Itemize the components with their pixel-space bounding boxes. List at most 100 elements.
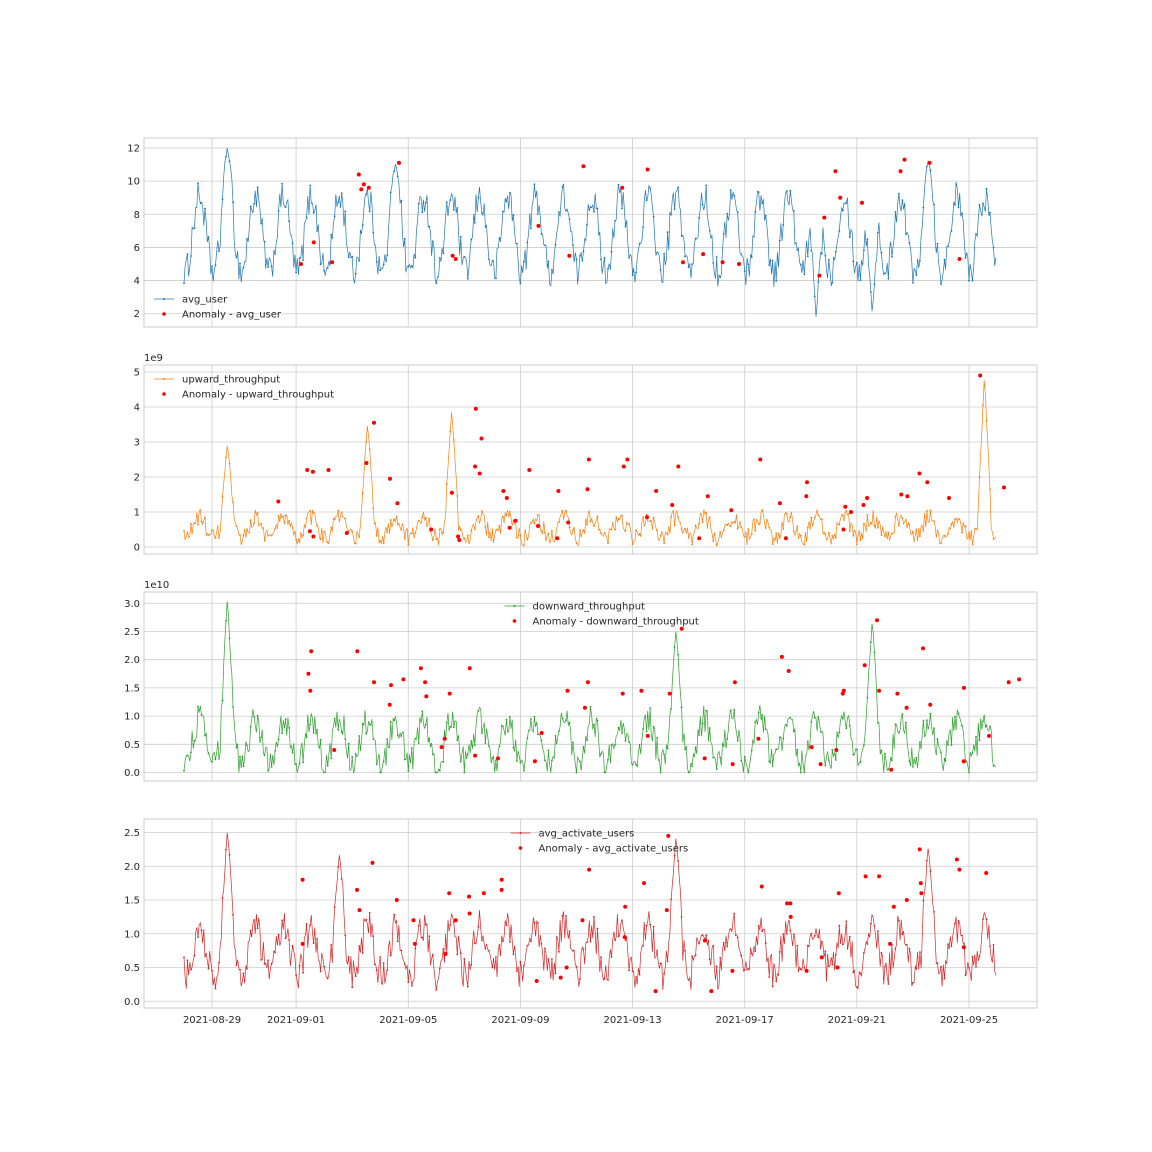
series-marker xyxy=(733,521,736,523)
anomaly-point xyxy=(902,157,907,162)
series-marker xyxy=(701,203,704,206)
series-marker xyxy=(582,250,585,253)
series-marker xyxy=(701,722,704,725)
series-marker xyxy=(775,980,778,983)
y-tick-label: 1.0 xyxy=(124,929,140,940)
series-marker xyxy=(635,271,637,274)
anomaly-point xyxy=(586,457,591,462)
series-marker xyxy=(523,544,525,547)
series-marker xyxy=(663,542,665,545)
series-marker xyxy=(246,238,248,240)
series-marker xyxy=(221,495,224,498)
series-marker xyxy=(698,216,700,219)
series-marker xyxy=(631,764,634,766)
series-marker xyxy=(856,261,858,264)
series-marker xyxy=(887,768,890,771)
series-marker xyxy=(438,967,441,970)
series-marker xyxy=(568,526,571,529)
anomaly-point xyxy=(788,914,793,919)
y-tick-label: 4 xyxy=(134,276,140,287)
series-marker xyxy=(982,720,984,723)
series-marker xyxy=(186,253,189,256)
series-marker xyxy=(270,962,273,965)
series-marker xyxy=(253,203,256,205)
series-marker xyxy=(540,233,543,235)
anomaly-point xyxy=(676,464,681,469)
anomaly-point xyxy=(449,490,454,495)
series-marker xyxy=(274,528,276,530)
anomaly-point xyxy=(582,705,587,710)
anomaly-point xyxy=(299,262,303,266)
series-marker xyxy=(410,747,413,749)
anomaly-point xyxy=(307,529,312,534)
series-marker xyxy=(400,529,403,531)
legend-marker-swatch xyxy=(513,605,516,607)
series-marker xyxy=(596,927,599,930)
anomaly-point xyxy=(306,671,311,676)
series-marker xyxy=(834,536,837,539)
anomaly-point xyxy=(804,494,809,499)
y-tick-label: 8 xyxy=(134,210,140,221)
series-marker xyxy=(565,719,567,722)
anomaly-point xyxy=(620,185,625,190)
series-marker xyxy=(396,734,399,737)
series-marker xyxy=(845,920,848,923)
series-marker xyxy=(312,211,315,214)
anomaly-point xyxy=(642,881,646,886)
series-marker xyxy=(898,524,900,527)
series-marker xyxy=(943,757,946,760)
anomaly-point xyxy=(730,968,735,973)
series-marker xyxy=(933,911,935,913)
legend-label: Anomaly - avg_user xyxy=(182,310,282,321)
anomaly-point xyxy=(621,464,626,469)
series-marker xyxy=(712,262,715,264)
series-marker xyxy=(947,943,949,945)
anomaly-point xyxy=(585,680,590,685)
series-marker xyxy=(435,282,438,285)
series-marker xyxy=(288,939,290,941)
anomaly-point xyxy=(987,733,991,738)
subplot-avg-user: 2 4 6 8 10 12 avg_user Anomaly - avg_user xyxy=(127,137,1038,328)
series-marker xyxy=(764,942,767,945)
series-marker xyxy=(568,930,571,932)
series-marker xyxy=(365,918,368,921)
series-marker xyxy=(554,735,557,737)
series-marker xyxy=(841,514,844,517)
series-marker xyxy=(940,542,942,544)
series-marker xyxy=(810,932,813,935)
series-marker xyxy=(628,969,630,972)
series-marker xyxy=(933,520,935,522)
series-marker xyxy=(985,419,988,422)
series-marker xyxy=(274,951,276,954)
anomaly-point xyxy=(308,688,313,693)
series-marker xyxy=(365,193,368,196)
series-marker xyxy=(333,215,336,218)
anomaly-point xyxy=(841,527,846,532)
series-marker xyxy=(947,743,949,746)
series-marker xyxy=(663,972,665,975)
series-marker xyxy=(803,966,806,969)
series-marker xyxy=(526,538,529,541)
series-marker xyxy=(719,276,722,278)
series-marker xyxy=(978,476,981,479)
series-marker xyxy=(624,740,627,742)
series-marker xyxy=(607,979,609,981)
x-tick-label: 2021-09-17 xyxy=(716,1015,774,1026)
series-marker xyxy=(190,522,192,525)
series-marker xyxy=(428,737,431,740)
series-marker xyxy=(484,742,487,744)
series-marker xyxy=(645,924,648,927)
series-marker xyxy=(502,940,504,943)
series-marker xyxy=(950,945,953,948)
series-marker xyxy=(901,517,904,519)
series-marker xyxy=(817,514,820,517)
series-marker xyxy=(810,516,813,519)
series-marker xyxy=(796,249,799,251)
series-marker xyxy=(666,533,669,536)
legend-marker-swatch xyxy=(163,298,165,300)
anomaly-point xyxy=(947,496,951,500)
anomaly-point xyxy=(838,195,843,200)
series-marker xyxy=(747,528,750,531)
series-marker xyxy=(351,986,354,989)
series-marker xyxy=(912,766,914,768)
